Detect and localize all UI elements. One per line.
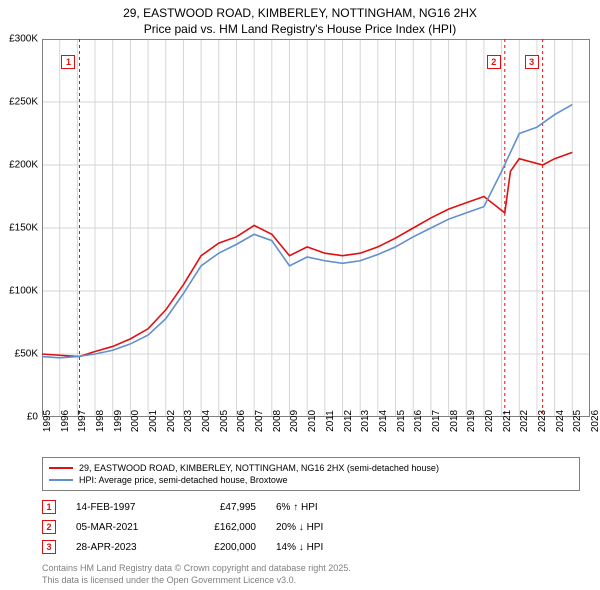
sale-badge: 2 [42,520,56,534]
sale-row: 1 14-FEB-1997 £47,995 6% ↑ HPI [42,497,580,517]
sale-badge: 3 [42,540,56,554]
x-tick-label: 2014 [378,410,389,432]
sale-row: 2 05-MAR-2021 £162,000 20% ↓ HPI [42,517,580,537]
y-tick-label: £100K [9,286,38,297]
y-tick-label: £150K [9,223,38,234]
x-axis: 1995199619971998199920002001200220032004… [42,417,590,453]
x-tick-label: 2021 [502,410,513,432]
x-tick-label: 2011 [325,410,336,432]
sale-badge: 1 [42,500,56,514]
y-axis: £0£50K£100K£150K£200K£250K£300K [0,39,40,417]
sale-marker-badge: 1 [61,55,75,69]
sale-row: 3 28-APR-2023 £200,000 14% ↓ HPI [42,537,580,557]
sale-date: 28-APR-2023 [76,542,166,553]
x-tick-label: 2001 [148,410,159,432]
x-tick-label: 2018 [449,410,460,432]
x-tick-label: 2005 [219,410,230,432]
x-tick-label: 2010 [307,410,318,432]
sale-marker-badge: 2 [487,55,501,69]
x-tick-label: 1997 [77,410,88,432]
footer-line-2: This data is licensed under the Open Gov… [42,575,580,587]
chart-title: 29, EASTWOOD ROAD, KIMBERLEY, NOTTINGHAM… [0,0,600,39]
legend-label: HPI: Average price, semi-detached house,… [79,475,287,485]
y-tick-label: £250K [9,97,38,108]
title-line-2: Price paid vs. HM Land Registry's House … [10,22,590,38]
x-tick-label: 1996 [60,410,71,432]
sale-pct-vs-hpi: 6% ↑ HPI [276,502,366,513]
chart-container: 29, EASTWOOD ROAD, KIMBERLEY, NOTTINGHAM… [0,0,600,590]
sale-pct-vs-hpi: 20% ↓ HPI [276,522,366,533]
title-line-1: 29, EASTWOOD ROAD, KIMBERLEY, NOTTINGHAM… [10,6,590,22]
sale-price: £162,000 [186,522,256,533]
sale-date: 05-MAR-2021 [76,522,166,533]
x-tick-label: 2019 [466,410,477,432]
x-tick-label: 2016 [413,410,424,432]
y-tick-label: £300K [9,34,38,45]
x-tick-label: 2020 [484,410,495,432]
x-tick-label: 2006 [236,410,247,432]
x-tick-label: 2012 [343,410,354,432]
x-tick-label: 2003 [183,410,194,432]
x-tick-label: 2002 [166,410,177,432]
line-chart-svg [42,39,590,417]
legend-swatch [49,479,73,481]
sale-price: £47,995 [186,502,256,513]
footer-line-1: Contains HM Land Registry data © Crown c… [42,563,580,575]
sale-date: 14-FEB-1997 [76,502,166,513]
sale-pct-vs-hpi: 14% ↓ HPI [276,542,366,553]
chart-plot-area: £0£50K£100K£150K£200K£250K£300K 123 [42,39,590,417]
x-tick-label: 1995 [42,410,53,432]
y-tick-label: £50K [15,349,38,360]
sale-price: £200,000 [186,542,256,553]
y-tick-label: £0 [27,412,38,423]
x-tick-label: 2022 [519,410,530,432]
x-tick-label: 2007 [254,410,265,432]
x-tick-label: 1999 [113,410,124,432]
y-tick-label: £200K [9,160,38,171]
x-tick-label: 2023 [537,410,548,432]
footer-attribution: Contains HM Land Registry data © Crown c… [42,563,580,586]
x-tick-label: 2015 [396,410,407,432]
legend-item: 29, EASTWOOD ROAD, KIMBERLEY, NOTTINGHAM… [49,462,573,474]
x-tick-label: 2017 [431,410,442,432]
x-tick-label: 2008 [272,410,283,432]
sale-marker-badge: 3 [525,55,539,69]
sales-table: 1 14-FEB-1997 £47,995 6% ↑ HPI 2 05-MAR-2021 £… [42,497,580,557]
x-tick-label: 2009 [289,410,300,432]
x-tick-label: 2025 [572,410,583,432]
legend-item: HPI: Average price, semi-detached house,… [49,474,573,486]
legend-label: 29, EASTWOOD ROAD, KIMBERLEY, NOTTINGHAM… [79,463,439,473]
x-tick-label: 2024 [555,410,566,432]
legend: 29, EASTWOOD ROAD, KIMBERLEY, NOTTINGHAM… [42,457,580,491]
x-tick-label: 2004 [201,410,212,432]
legend-swatch [49,467,73,469]
x-tick-label: 2013 [360,410,371,432]
x-tick-label: 2026 [590,410,600,432]
x-tick-label: 2000 [130,410,141,432]
x-tick-label: 1998 [95,410,106,432]
